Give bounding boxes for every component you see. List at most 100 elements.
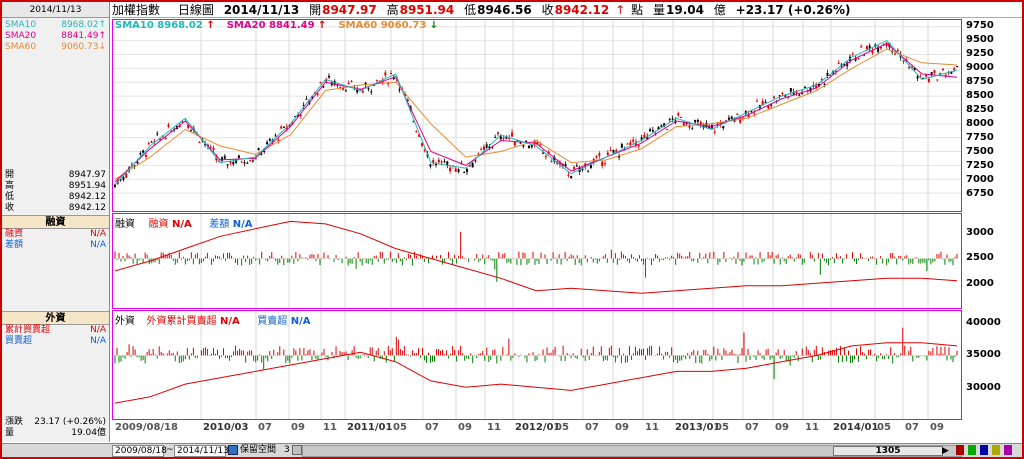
x-tick-label: 09 bbox=[615, 422, 629, 433]
candle-body bbox=[119, 179, 122, 181]
panel-date: 2014/11/13 bbox=[2, 2, 109, 18]
candle-body bbox=[927, 78, 930, 82]
candle-body bbox=[916, 76, 919, 79]
y-tick-label: 7250 bbox=[966, 159, 994, 171]
x-tick-label: 09 bbox=[458, 422, 472, 433]
sma-sma20-label: SMA20 bbox=[5, 31, 37, 41]
foreign-legend-b-label: 買賣超 bbox=[257, 316, 288, 327]
candle-body bbox=[122, 177, 125, 180]
margin-block: 融資 融資 N/A 差額 N/A bbox=[2, 215, 109, 251]
ohlc-1-value: 8951.94 bbox=[68, 181, 106, 191]
chart-header: 加權指數 日線圖 2014/11/13 開8947.97 高8951.94 低8… bbox=[112, 2, 1022, 18]
change-header: +23.17 (+0.26%) bbox=[735, 3, 851, 17]
candle-body bbox=[249, 159, 252, 161]
sma-sma10-label: SMA10 bbox=[5, 20, 37, 30]
x-tick-label: 05 bbox=[555, 422, 569, 433]
x-tick-label: 09 bbox=[930, 422, 944, 433]
margin-row-0: 融資 N/A bbox=[2, 229, 109, 240]
settings-icon[interactable] bbox=[292, 445, 302, 455]
candle-body bbox=[953, 68, 956, 70]
margin-pane[interactable]: 融資 融資 N/A 差額 N/A bbox=[112, 213, 962, 309]
candle-body bbox=[150, 141, 153, 143]
candle-body bbox=[153, 141, 156, 143]
candle-body bbox=[513, 141, 516, 146]
keep-space-label[interactable]: 保留空間 bbox=[240, 445, 277, 455]
calendar-icon[interactable] bbox=[228, 445, 238, 455]
candle-body bbox=[778, 95, 781, 97]
candle-body bbox=[837, 62, 840, 64]
candle-body bbox=[696, 120, 699, 122]
candle-body bbox=[280, 126, 283, 129]
y-tick-label: 30000 bbox=[966, 381, 1001, 393]
candle-body bbox=[857, 58, 860, 60]
ohlc-2-label: 低 bbox=[5, 192, 15, 202]
candle-body bbox=[277, 140, 280, 142]
candle-body bbox=[573, 167, 576, 169]
x-tick-label: 05 bbox=[715, 422, 729, 433]
candle-body bbox=[609, 149, 612, 151]
candle-body bbox=[457, 169, 460, 172]
zoom-in-icon[interactable] bbox=[956, 445, 964, 455]
start-date-field[interactable]: 2009/08/18 bbox=[112, 445, 167, 457]
candle-body bbox=[739, 117, 742, 123]
candle-body bbox=[643, 134, 646, 139]
candle-body bbox=[829, 74, 832, 76]
candle-body bbox=[941, 68, 944, 71]
candle-body bbox=[482, 146, 485, 150]
candle-body bbox=[691, 128, 694, 130]
sma-sma20: SMA20 8841.49↑ bbox=[2, 31, 109, 42]
candle-body bbox=[412, 120, 415, 122]
candle-body bbox=[361, 90, 364, 93]
candle-body bbox=[406, 100, 409, 102]
candle-body bbox=[144, 155, 147, 157]
candle-body bbox=[823, 83, 826, 85]
margin-legend-a-label: 融資 bbox=[148, 219, 169, 230]
candle-body bbox=[221, 157, 224, 161]
candle-body bbox=[767, 105, 770, 109]
margin-legend-b-value: N/A bbox=[232, 219, 253, 230]
y-tick-label: 7000 bbox=[966, 173, 994, 185]
high-label: 高 bbox=[386, 3, 399, 17]
down-arrow-icon: ↓ bbox=[429, 20, 439, 31]
price-pane[interactable]: SMA10 8968.02 ↑ SMA20 8841.49 ↑ SMA60 9060… bbox=[112, 19, 962, 212]
y-tick-label: 40000 bbox=[966, 316, 1001, 328]
y-tick-label: 2000 bbox=[966, 277, 994, 289]
scroll-right-icon[interactable]: ▶ bbox=[942, 446, 949, 456]
candle-body bbox=[761, 101, 764, 106]
sma-line-sma10 bbox=[114, 39, 958, 186]
candle-body bbox=[237, 155, 240, 158]
candle-body bbox=[328, 75, 331, 78]
candle-body bbox=[370, 91, 373, 93]
foreign-chart bbox=[114, 311, 958, 419]
candle-body bbox=[879, 47, 882, 49]
foreign-pane[interactable]: 外資 外資累計買賣超 N/A 買賣超 N/A bbox=[112, 310, 962, 420]
y-tick-label: 8000 bbox=[966, 117, 994, 129]
candle-body bbox=[432, 160, 435, 164]
export-icon[interactable] bbox=[1004, 445, 1012, 455]
ohlc-1-label: 高 bbox=[5, 181, 15, 191]
vol-value: 19.04 bbox=[666, 3, 704, 17]
scrollbar-thumb[interactable]: 1305 bbox=[833, 446, 943, 456]
foreign-legend-b-value: N/A bbox=[290, 316, 311, 327]
reset-icon[interactable] bbox=[980, 445, 988, 455]
x-tick-label: 2013/01 bbox=[675, 422, 721, 433]
candle-body bbox=[480, 149, 483, 151]
candle-body bbox=[539, 144, 542, 146]
high-value: 8951.94 bbox=[399, 3, 455, 17]
print-icon[interactable] bbox=[992, 445, 1000, 455]
candle-body bbox=[615, 149, 618, 152]
candle-body bbox=[877, 47, 880, 52]
y-tick-label: 9750 bbox=[966, 19, 994, 31]
candle-body bbox=[634, 141, 637, 146]
zoom-out-icon[interactable] bbox=[968, 445, 976, 455]
scrollbar-track[interactable]: 1305 bbox=[302, 445, 962, 457]
end-date-field[interactable]: 2014/11/13 bbox=[174, 445, 229, 457]
candle-body bbox=[240, 161, 243, 163]
x-tick-label: 11 bbox=[805, 422, 819, 433]
candle-body bbox=[567, 174, 570, 176]
ohlc-1: 高 8951.94 bbox=[2, 181, 109, 192]
candle-body bbox=[834, 71, 837, 73]
candle-body bbox=[550, 160, 553, 162]
candle-body bbox=[846, 62, 849, 67]
